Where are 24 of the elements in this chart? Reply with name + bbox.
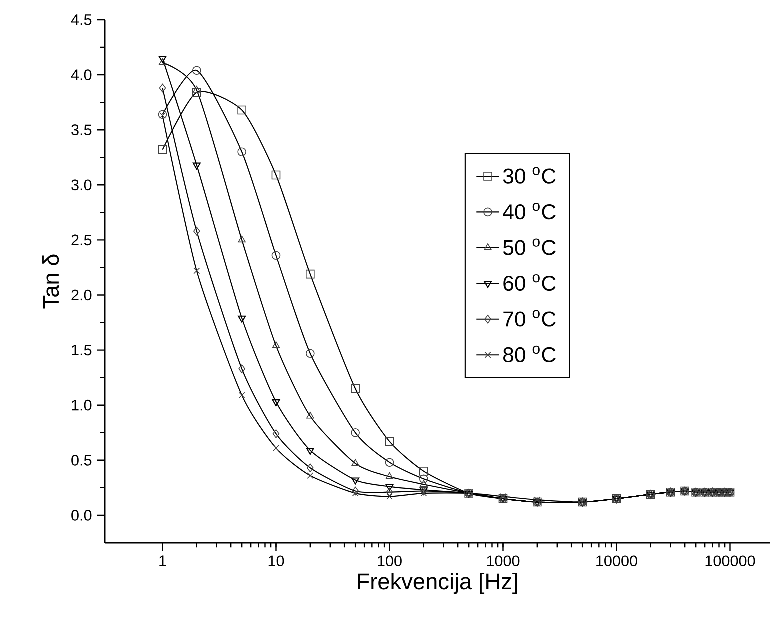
y-tick-label: 4.0 — [71, 70, 92, 80]
x-axis-title: Frekvencija [Hz] — [358, 573, 518, 594]
y-tick-label: 0.0 — [72, 510, 92, 521]
x-tick-label: 10 — [268, 556, 284, 567]
y-tick-label: 0.5 — [72, 454, 92, 466]
legend-label: 50 $^{o}$C — [503, 238, 556, 256]
legend-label: 30 $^{o}$C — [503, 167, 556, 184]
legend-label: 70 $^{o}$C — [504, 310, 556, 327]
legend-label: 80 $^{o}$C — [504, 346, 556, 363]
y-tick-label: 1.5 — [72, 344, 92, 356]
legend-label: 60 $^{o}$C — [504, 274, 556, 292]
y-tick-label: 2.5 — [72, 234, 92, 246]
y-tick-label: 4.5 — [71, 14, 92, 26]
y-tick-label: 2.0 — [72, 290, 92, 301]
x-tick-label: 1000 — [487, 556, 520, 567]
y-tick-label: 3.0 — [72, 180, 92, 191]
x-tick-label: 10000 — [596, 556, 638, 567]
x-tick-label: 100000 — [706, 556, 756, 567]
x-tick-label: 100 — [378, 556, 402, 567]
y-axis-title: Tan δ — [42, 254, 60, 309]
y-tick-label: 3.5 — [72, 124, 92, 136]
legend-label: 40 $^{o}$C — [503, 203, 556, 220]
y-tick-label: 1.0 — [72, 400, 92, 411]
x-tick-label: 1 — [160, 556, 166, 566]
